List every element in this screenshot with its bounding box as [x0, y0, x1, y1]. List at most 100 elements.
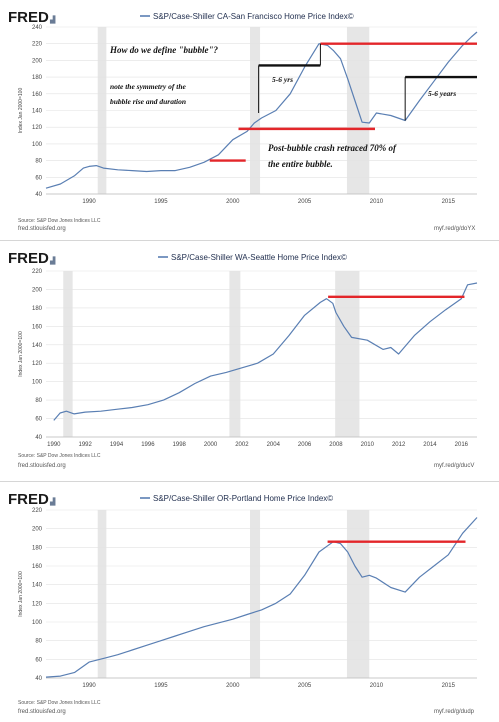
y-tick-label: 60	[35, 657, 42, 663]
short-link[interactable]: myf.red/g/ducV	[434, 463, 474, 469]
chart-title: S&P/Case-Shiller WA-Seattle Home Price I…	[171, 253, 347, 262]
y-tick-label: 60	[35, 175, 42, 181]
annotation-crash-2: the entire bubble.	[268, 159, 333, 169]
annotation-symmetry-1: note the symmetry of the	[110, 82, 186, 91]
price-index-line	[53, 282, 478, 421]
chart-title: S&P/Case-Shiller CA-San Francisco Home P…	[153, 12, 354, 21]
chart-svg-seattle: FRED ▟ S&P/Case-Shiller WA-Seattle Home …	[8, 250, 478, 469]
fred-logo: FRED	[8, 491, 49, 508]
x-tick-label: 2010	[370, 199, 384, 205]
source-note: Source: S&P Dow Jones Indices LLC	[18, 218, 101, 224]
fred-chart-icon: ▟	[50, 256, 56, 265]
x-tick-label: 2016	[455, 442, 469, 448]
site-link[interactable]: fred.stlouisfed.org	[18, 463, 66, 469]
x-tick-label: 2000	[204, 442, 218, 448]
x-tick-label: 2005	[298, 683, 312, 689]
x-tick-label: 2000	[226, 683, 240, 689]
y-tick-label: 180	[32, 75, 43, 81]
recession-band	[229, 271, 241, 437]
x-tick-label: 2015	[442, 199, 456, 205]
y-tick-label: 40	[35, 435, 42, 441]
y-tick-label: 100	[32, 142, 43, 148]
fred-chart-icon: ▟	[50, 497, 56, 506]
y-tick-label: 140	[32, 343, 43, 349]
y-tick-label: 80	[35, 159, 42, 165]
x-tick-label: 2015	[442, 683, 456, 689]
y-axis-label: Index Jan 2000=100	[18, 571, 24, 617]
x-tick-label: 1995	[154, 683, 168, 689]
recession-band	[335, 271, 360, 437]
y-tick-label: 200	[32, 58, 43, 64]
y-tick-label: 100	[32, 620, 43, 626]
chart-panel-portland: FRED ▟ S&P/Case-Shiller OR-Portland Home…	[0, 481, 499, 722]
x-tick-label: 1994	[110, 442, 124, 448]
y-tick-label: 240	[32, 25, 43, 31]
fred-logo: FRED	[8, 250, 49, 267]
plot-area: 40 60 80 100 120 140 160 180 200 220 240 1990 1995 20…	[18, 25, 478, 205]
site-link[interactable]: fred.stlouisfed.org	[18, 709, 66, 715]
fred-logo: FRED	[8, 9, 49, 26]
x-tick-label: 2005	[298, 199, 312, 205]
y-tick-label: 160	[32, 92, 43, 98]
x-tick-label: 2010	[370, 683, 384, 689]
y-axis-label: Index Jan 2000=100	[18, 88, 24, 134]
x-tick-label: 1990	[82, 199, 96, 205]
x-tick-label: 2006	[298, 442, 312, 448]
x-tick-label: 2010	[361, 442, 375, 448]
x-tick-label: 2000	[226, 199, 240, 205]
x-tick-label: 1990	[47, 442, 61, 448]
y-axis-label: Index Jan 2000=100	[18, 331, 24, 377]
chart-panel-san-francisco: FRED ▟ S&P/Case-Shiller CA-San Francisco…	[0, 0, 499, 240]
y-tick-label: 120	[32, 125, 43, 131]
x-tick-label: 2008	[329, 442, 343, 448]
x-tick-label: 2004	[267, 442, 281, 448]
y-tick-label: 120	[32, 601, 43, 607]
x-tick-label: 1992	[79, 442, 93, 448]
chart-panel-seattle: FRED ▟ S&P/Case-Shiller WA-Seattle Home …	[0, 240, 499, 481]
y-tick-label: 80	[35, 398, 42, 404]
fred-chart-icon: ▟	[50, 15, 56, 24]
y-tick-label: 200	[32, 287, 43, 293]
price-index-line	[45, 517, 478, 678]
x-tick-label: 2002	[235, 442, 249, 448]
x-tick-label: 2012	[392, 442, 406, 448]
y-tick-label: 100	[32, 380, 43, 386]
price-index-line	[45, 31, 478, 189]
y-tick-label: 200	[32, 527, 43, 533]
annotation-rise-duration: 5-6 yrs	[272, 75, 293, 84]
plot-area: 40 60 80 100 120 140 160 180 200 220 1990 1995 2000 2…	[18, 508, 478, 689]
y-tick-label: 60	[35, 417, 42, 423]
x-tick-label: 1990	[82, 683, 96, 689]
annotation-crash-1: Post-bubble crash retraced 70% of	[268, 143, 397, 153]
y-tick-label: 220	[32, 508, 43, 514]
chart-title: S&P/Case-Shiller OR-Portland Home Price …	[153, 494, 333, 503]
x-tick-label: 1996	[141, 442, 155, 448]
recession-band	[250, 510, 261, 678]
short-link[interactable]: myf.red/g/doYX	[434, 226, 475, 232]
x-tick-label: 1995	[154, 199, 168, 205]
recession-band	[97, 510, 107, 678]
annotation-symmetry-2: bubble rise and duration	[110, 97, 186, 106]
annotation-recovery-duration: 5-6 years	[428, 89, 456, 98]
y-tick-label: 180	[32, 545, 43, 551]
chart-svg-san-francisco: FRED ▟ S&P/Case-Shiller CA-San Francisco…	[8, 9, 478, 232]
site-link[interactable]: fred.stlouisfed.org	[18, 226, 66, 232]
annotation-bubble-question: How do we define "bubble"?	[109, 45, 218, 55]
y-tick-label: 140	[32, 583, 43, 589]
y-tick-label: 80	[35, 639, 42, 645]
y-tick-label: 220	[32, 42, 43, 48]
y-tick-label: 140	[32, 109, 43, 115]
y-tick-label: 160	[32, 324, 43, 330]
recession-band	[346, 510, 370, 678]
y-tick-label: 160	[32, 564, 43, 570]
source-note: Source: S&P Dow Jones Indices LLC	[18, 453, 101, 459]
y-tick-label: 220	[32, 269, 43, 275]
plot-area: 40 60 80 100 120 140 160 180 200 220 1990 1992 1994 1…	[18, 269, 478, 448]
chart-svg-portland: FRED ▟ S&P/Case-Shiller OR-Portland Home…	[8, 491, 478, 715]
y-tick-label: 120	[32, 361, 43, 367]
x-tick-label: 2014	[423, 442, 437, 448]
short-link[interactable]: myf.red/g/dudp	[434, 709, 475, 715]
y-tick-label: 180	[32, 306, 43, 312]
recession-band	[63, 271, 73, 437]
y-tick-label: 40	[35, 192, 42, 198]
